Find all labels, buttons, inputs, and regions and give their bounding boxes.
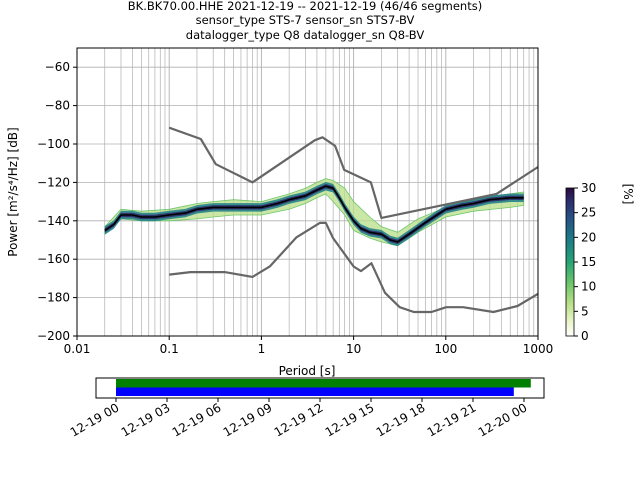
- colorbar-label: [%]: [621, 184, 635, 205]
- colorbar-tick-label: 30: [581, 181, 596, 195]
- colorbar-fill: [565, 187, 575, 337]
- y-axis-label: Power [m²/s⁴/Hz] [dB]: [6, 127, 20, 256]
- y-ticks: −60 −80 −100 −120 −140 −160 −180 −200: [37, 60, 77, 343]
- low-noise-model-line: [169, 221, 538, 314]
- availability-tick-label: 12-19 09: [221, 400, 275, 439]
- y-tick-label: −120: [37, 175, 70, 189]
- high-noise-model-line: [168, 126, 538, 219]
- pdf-band-peak: [104, 184, 524, 244]
- title-line-3: datalogger_type Q8 datalogger_sn Q8-BV: [186, 28, 425, 42]
- availability-tick-label: 12-19 12: [272, 400, 326, 439]
- availability-tick-label: 12-19 18: [374, 400, 428, 439]
- availability-bar: [116, 387, 514, 396]
- colorbar-tick-label: 0: [581, 329, 589, 343]
- y-tick-label: −180: [37, 291, 70, 305]
- mean-line: [104, 185, 524, 243]
- plot-frame: [76, 47, 539, 337]
- colorbar-ticks: 0 5 10 15 20 25 30: [574, 181, 596, 343]
- y-tick-label: −140: [37, 214, 70, 228]
- grid: [76, 48, 538, 337]
- y-tick-label: −200: [37, 329, 70, 343]
- x-tick-label: 1000: [523, 342, 554, 356]
- x-tick-label: 0.01: [64, 342, 91, 356]
- y-tick-label: −60: [45, 60, 70, 74]
- x-tick-label: 1: [258, 342, 266, 356]
- y-tick-label: −80: [45, 99, 70, 113]
- x-ticks: 0.01 0.1 1 10 100 1000: [64, 336, 554, 356]
- availability-tick-label: 12-19 06: [170, 400, 224, 439]
- ppsd-plot: 0.01 0.1 1 10 100 1000 −60 −80 −100 −120 −140 −160…: [37, 47, 554, 356]
- colorbar-tick-label: 10: [581, 280, 596, 294]
- availability-tick-label: 12-19 00: [68, 400, 122, 439]
- availability-bar: [116, 379, 531, 388]
- colorbar-tick-label: 20: [581, 230, 596, 244]
- availability-tick-label: 12-19 03: [119, 400, 173, 439]
- title-line-1: BK.BK70.00.HHE 2021-12-19 -- 2021-12-19 …: [128, 0, 482, 13]
- pdf-band-core: [104, 182, 524, 247]
- availability-tick-label: 12-19 21: [425, 400, 479, 439]
- noise-model-lines: [104, 126, 538, 314]
- colorbar-tick-label: 15: [581, 255, 596, 269]
- x-tick-label: 0.1: [160, 342, 179, 356]
- availability-bars: [116, 379, 531, 396]
- availability-tick-label: 12-19 15: [323, 400, 377, 439]
- y-tick-label: −100: [37, 137, 70, 151]
- y-tick-label: −160: [37, 252, 70, 266]
- x-tick-label: 10: [346, 342, 361, 356]
- title-line-2: sensor_type STS-7 sensor_sn STS7-BV: [196, 13, 415, 27]
- availability-tick-label: 12-20 00: [476, 400, 530, 439]
- x-tick-label: 100: [434, 342, 457, 356]
- colorbar-tick-label: 25: [581, 206, 596, 220]
- x-axis-label: Period [s]: [279, 364, 336, 378]
- pdf-density-band: [104, 178, 525, 247]
- colorbar-tick-label: 5: [581, 304, 589, 318]
- colorbar: 0 5 10 15 20 25 30 [%]: [565, 181, 635, 343]
